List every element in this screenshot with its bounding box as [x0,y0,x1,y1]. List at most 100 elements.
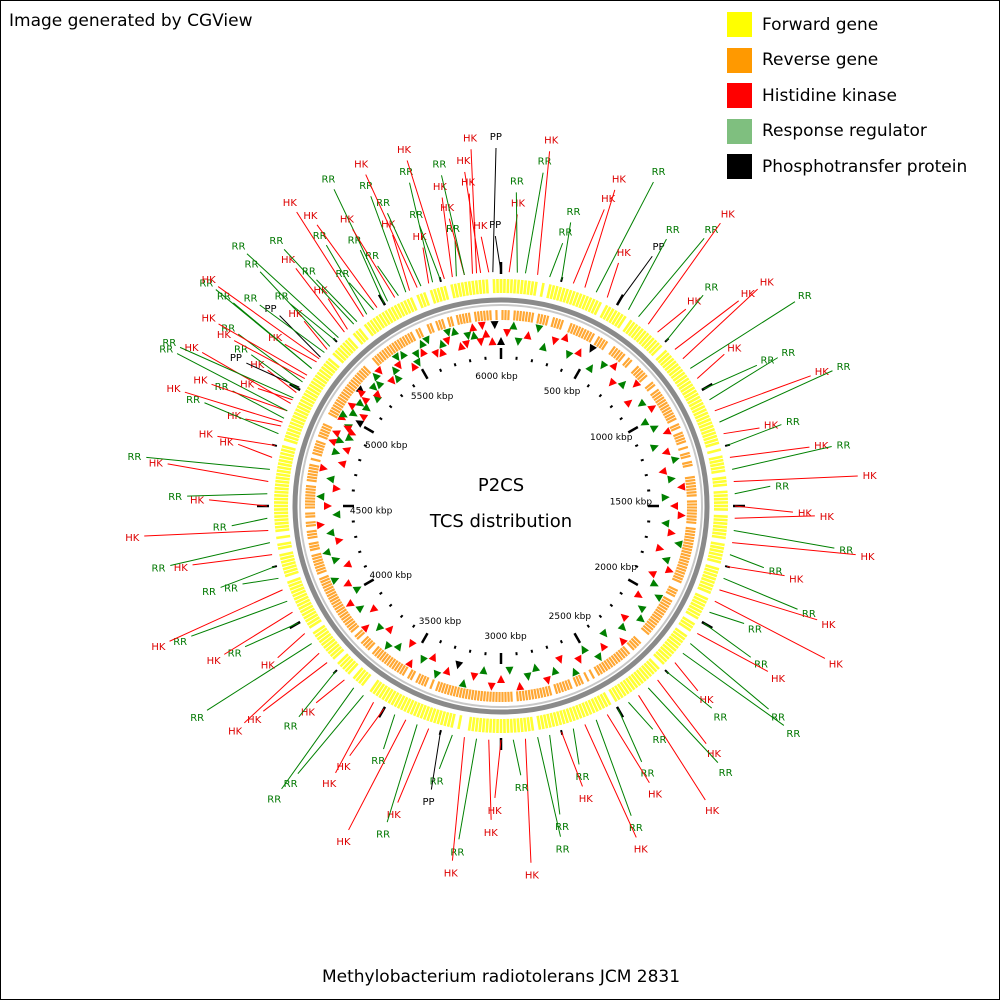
reverse-gene-block [682,551,692,553]
callout-line [648,223,720,324]
hk-label: HK [217,330,232,341]
reverse-gene-block [309,465,319,467]
response-regulator-marker [635,602,646,613]
inner-tick [599,615,601,617]
pp-label: PP [422,797,434,808]
histidine-kinase-marker [330,427,341,438]
reverse-gene-block [469,689,471,699]
forward-gene-block [541,715,544,729]
reverse-gene-block [682,548,692,550]
histidine-kinase-marker [406,639,417,650]
callout-line [290,304,335,341]
callout-line [719,590,817,620]
forward-gene-block [538,716,540,730]
rr-label: RR [275,292,289,303]
response-regulator-marker [599,629,610,640]
histidine-kinase-marker [665,566,675,576]
hk-label: HK [303,211,318,222]
reverse-gene-block [305,495,315,496]
reverse-gene-block [687,495,697,496]
rr-label: RR [190,713,204,724]
rr-label: RR [168,492,182,503]
reverse-gene-block [312,453,322,456]
hk-label: HK [193,376,208,387]
response-regulator-marker [362,403,373,414]
reverse-gene-swatch [727,48,752,73]
response-regulator-marker [331,447,341,457]
reverse-gene-block [451,686,454,696]
hk-label: HK [648,789,663,800]
tick-label: 3500 kbp [419,617,462,627]
legend-item-response-regulator: Response regulator [727,114,967,150]
hk-label: HK [861,552,876,563]
forward-gene-block [276,536,290,538]
reverse-gene-block [511,692,512,702]
histidine-kinase-marker [543,676,553,686]
hk-label: HK [511,198,526,209]
rr-label: RR [748,625,762,636]
callout-line [441,175,464,275]
response-regulator-marker [335,436,345,446]
callout-line [299,671,336,716]
reverse-gene-block [540,314,542,324]
hk-label: HK [201,313,216,324]
inner-tick [422,633,428,643]
reverse-gene-block [546,687,548,697]
response-regulator-marker [563,350,574,361]
hk-label: HK [247,715,262,726]
reverse-gene-block [683,542,693,544]
forward-gene-block [521,718,522,732]
histidine-kinase-marker [597,640,608,651]
hk-label: HK [821,620,836,631]
hk-label: HK [281,255,296,266]
callout-line [304,321,327,349]
callout-line [697,633,768,671]
reverse-gene-block [687,492,697,493]
hk-label: HK [151,642,166,653]
histidine-kinase-marker [616,635,627,646]
response-regulator-marker [355,602,366,613]
forward-gene-block [541,283,544,297]
inner-tick [546,363,547,366]
histidine-kinase-marker [367,604,378,615]
callout-line [666,295,703,340]
hk-label: HK [207,656,222,667]
rr-label: RR [704,283,718,294]
hk-label: HK [456,156,471,167]
callout-line [628,702,652,729]
forward-gene-block [534,282,536,296]
tick-label: 500 kbp [544,387,581,397]
callout-line [727,425,781,446]
reverse-gene-block [478,691,479,701]
forward-gene-block [712,478,726,480]
rr-label: RR [629,823,643,834]
reverse-gene-block [307,480,317,481]
response-regulator-marker [597,360,608,371]
histidine-kinase-marker [487,683,495,691]
callout-line [243,578,279,584]
hk-label: HK [829,660,844,671]
rr-label: RR [336,269,350,280]
callout-line [735,486,771,494]
hk-label: HK [202,275,217,286]
response-regulator-marker [509,321,518,330]
histidine-kinase-marker [561,332,571,342]
rr-label: RR [567,207,581,218]
inner-tick [364,566,367,567]
legend-item-phosphotransfer-protein: Phosphotransfer protein [727,149,967,185]
phosphotransfer-marker [491,321,499,329]
histidine-kinase-marker [670,502,678,510]
forward-gene-block [451,284,454,298]
response-regulator-marker [531,663,540,672]
forward-gene-block [455,284,458,298]
forward-gene-block [521,280,522,294]
reverse-gene-block [448,317,451,327]
reverse-gene-block [309,545,319,547]
rr-label: RR [837,362,851,373]
forward-gene-block [274,519,288,520]
response-regulator-marker [673,539,682,548]
forward-gene-block [514,279,515,293]
callout-line [439,735,452,769]
